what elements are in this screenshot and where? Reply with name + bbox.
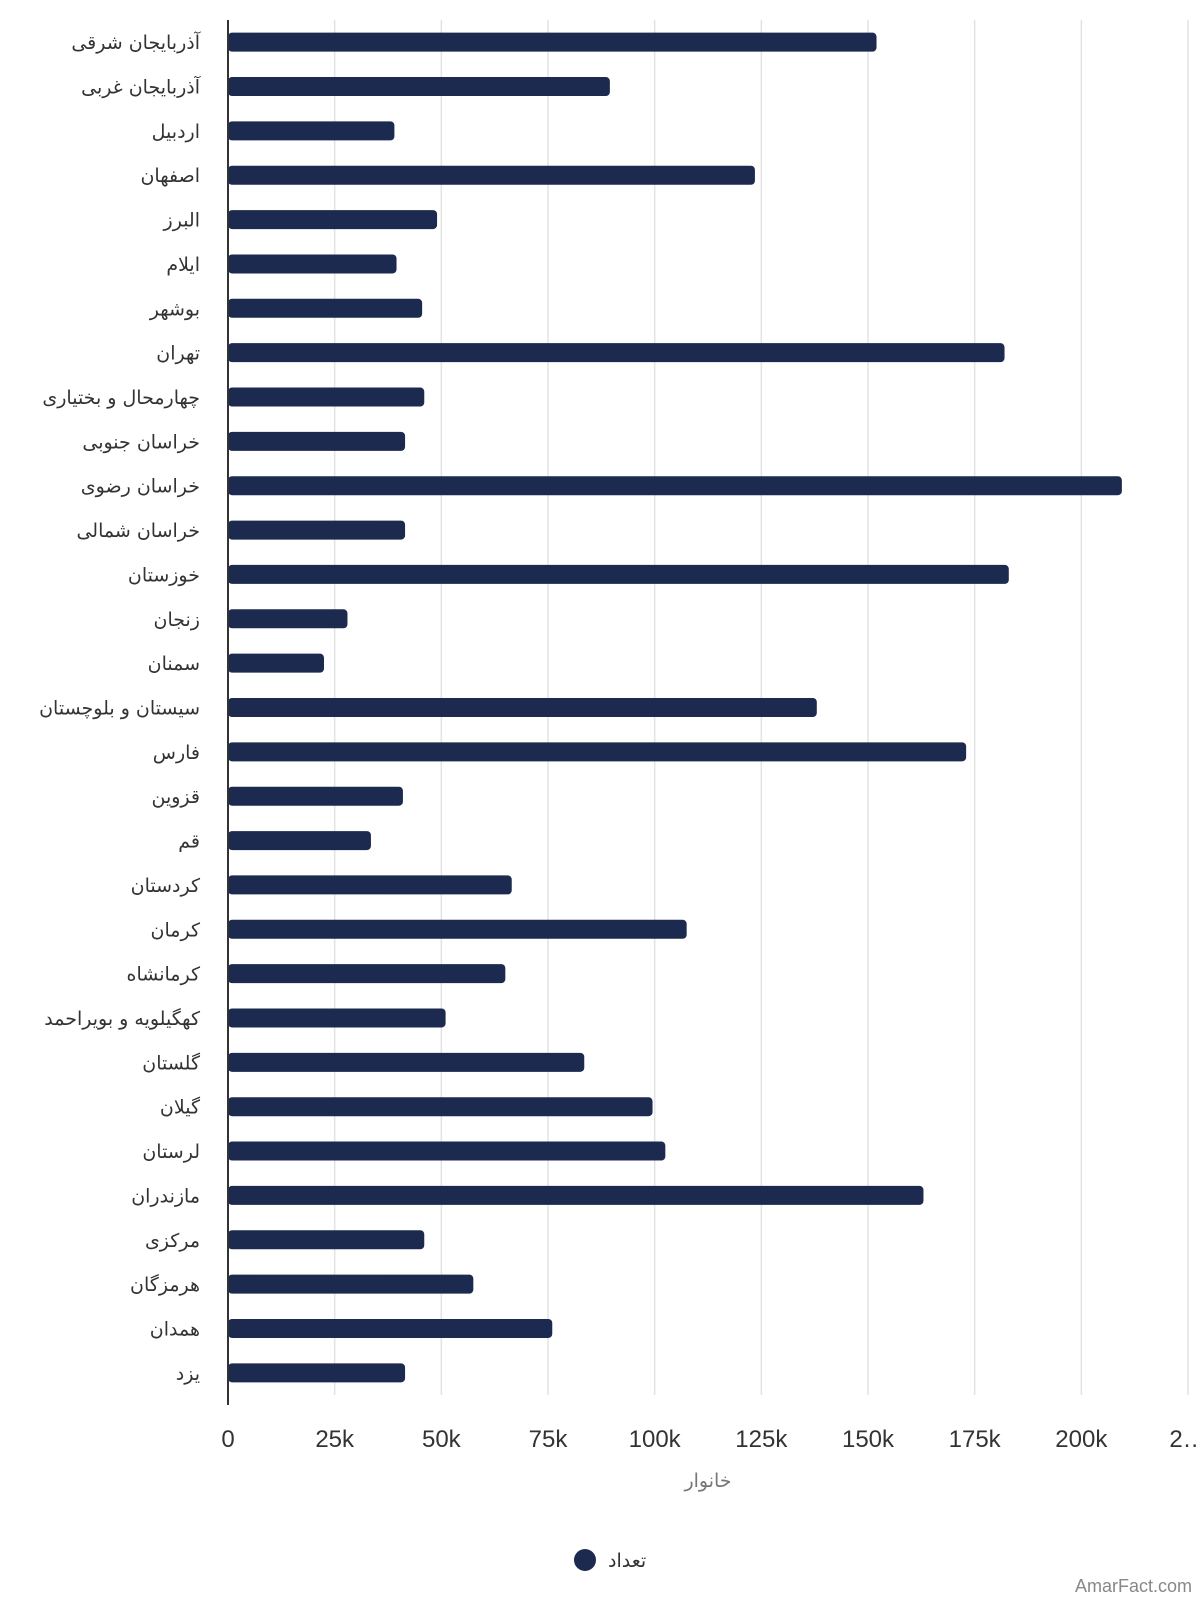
bar[interactable]	[228, 1097, 653, 1117]
x-tick-label: 50k	[422, 1426, 462, 1453]
category-label: همدان	[150, 1318, 200, 1340]
category-label: کرمانشاه	[127, 964, 201, 986]
x-tick-label: 175k	[949, 1426, 1002, 1453]
bar[interactable]	[228, 1230, 425, 1250]
bar[interactable]	[228, 1318, 553, 1338]
category-label: خراسان رضوی	[81, 476, 200, 498]
category-label: کردستان	[131, 875, 201, 897]
x-tick-label: 200k	[1055, 1426, 1108, 1453]
bar[interactable]	[228, 831, 371, 851]
bar[interactable]	[228, 165, 755, 185]
category-label: لرستان	[142, 1141, 200, 1163]
category-label: سیستان و بلوچستان	[39, 698, 200, 720]
x-tick-label: 100k	[629, 1426, 682, 1453]
category-label: خوزستان	[128, 564, 200, 586]
category-label: یزد	[176, 1363, 200, 1385]
bar[interactable]	[228, 1141, 666, 1161]
x-tick-labels: 0 25k 50k 75k 100k 125k 150k 175k 200k 2…	[221, 1426, 1200, 1453]
bar[interactable]	[228, 121, 395, 141]
category-label: فارس	[153, 742, 200, 764]
category-label: کهگیلویه و بویراحمد	[44, 1007, 201, 1030]
bar[interactable]	[228, 609, 348, 629]
legend-label: تعداد	[608, 1550, 646, 1572]
bar[interactable]	[228, 476, 1122, 496]
bar[interactable]	[228, 343, 1005, 363]
bar[interactable]	[228, 1185, 924, 1205]
bar[interactable]	[228, 387, 425, 407]
bar[interactable]	[228, 77, 610, 97]
category-label: مرکزی	[145, 1230, 200, 1252]
category-label: خراسان شمالی	[76, 520, 200, 542]
category-label: قزوین	[152, 786, 201, 808]
bar[interactable]	[228, 298, 423, 318]
category-label: کرمان	[151, 919, 201, 941]
category-label: بوشهر	[149, 298, 200, 320]
category-label: ایلام	[166, 254, 200, 276]
credit-link[interactable]: AmarFact.com	[1075, 1576, 1192, 1596]
legend[interactable]: تعداد	[574, 1549, 646, 1572]
category-label: اصفهان	[140, 165, 200, 187]
bar[interactable]	[228, 653, 324, 673]
bar[interactable]	[228, 32, 877, 52]
category-label: البرز	[163, 210, 200, 232]
category-label: مازندران	[131, 1185, 200, 1207]
bar[interactable]	[228, 875, 512, 895]
bar[interactable]	[228, 210, 438, 230]
bar[interactable]	[228, 1274, 474, 1294]
category-label: قم	[178, 831, 200, 853]
legend-marker	[574, 1549, 596, 1571]
category-label: خراسان جنوبی	[82, 431, 200, 453]
category-label: گیلان	[160, 1096, 201, 1119]
bar[interactable]	[228, 431, 406, 451]
category-label: آذربایجان غربی	[81, 75, 201, 99]
bar[interactable]	[228, 698, 817, 717]
bar[interactable]	[228, 964, 506, 984]
bar[interactable]	[228, 564, 1009, 584]
x-tick-label: 2…	[1169, 1426, 1200, 1453]
category-label: سمنان	[148, 653, 200, 675]
x-tick-label: 0	[221, 1426, 234, 1453]
bar[interactable]	[228, 520, 406, 540]
category-label: چهارمحال و بختیاری	[42, 387, 200, 409]
category-labels: آذربایجان شرقی آذربایجان غربی اردبیل اصفهان…	[39, 30, 201, 1385]
category-label: هرمزگان	[130, 1273, 200, 1296]
x-tick-label: 25k	[315, 1426, 355, 1453]
bar[interactable]	[228, 1052, 585, 1072]
bar[interactable]	[228, 786, 403, 806]
bars	[228, 32, 1122, 1383]
x-tick-label: 125k	[735, 1426, 788, 1453]
category-label: گلستان	[142, 1051, 201, 1074]
category-label: اردبیل	[152, 121, 200, 143]
x-axis-title: خانوار	[683, 1470, 731, 1492]
x-tick-label: 150k	[842, 1426, 895, 1453]
bar[interactable]	[228, 1363, 406, 1383]
bar[interactable]	[228, 919, 687, 939]
x-tick-label: 75k	[529, 1426, 569, 1453]
bar[interactable]	[228, 1008, 446, 1028]
bar[interactable]	[228, 742, 967, 762]
category-label: تهران	[156, 343, 200, 365]
category-label: زنجان	[154, 609, 200, 631]
category-label: آذربایجان شرقی	[71, 30, 200, 54]
bar[interactable]	[228, 254, 397, 274]
